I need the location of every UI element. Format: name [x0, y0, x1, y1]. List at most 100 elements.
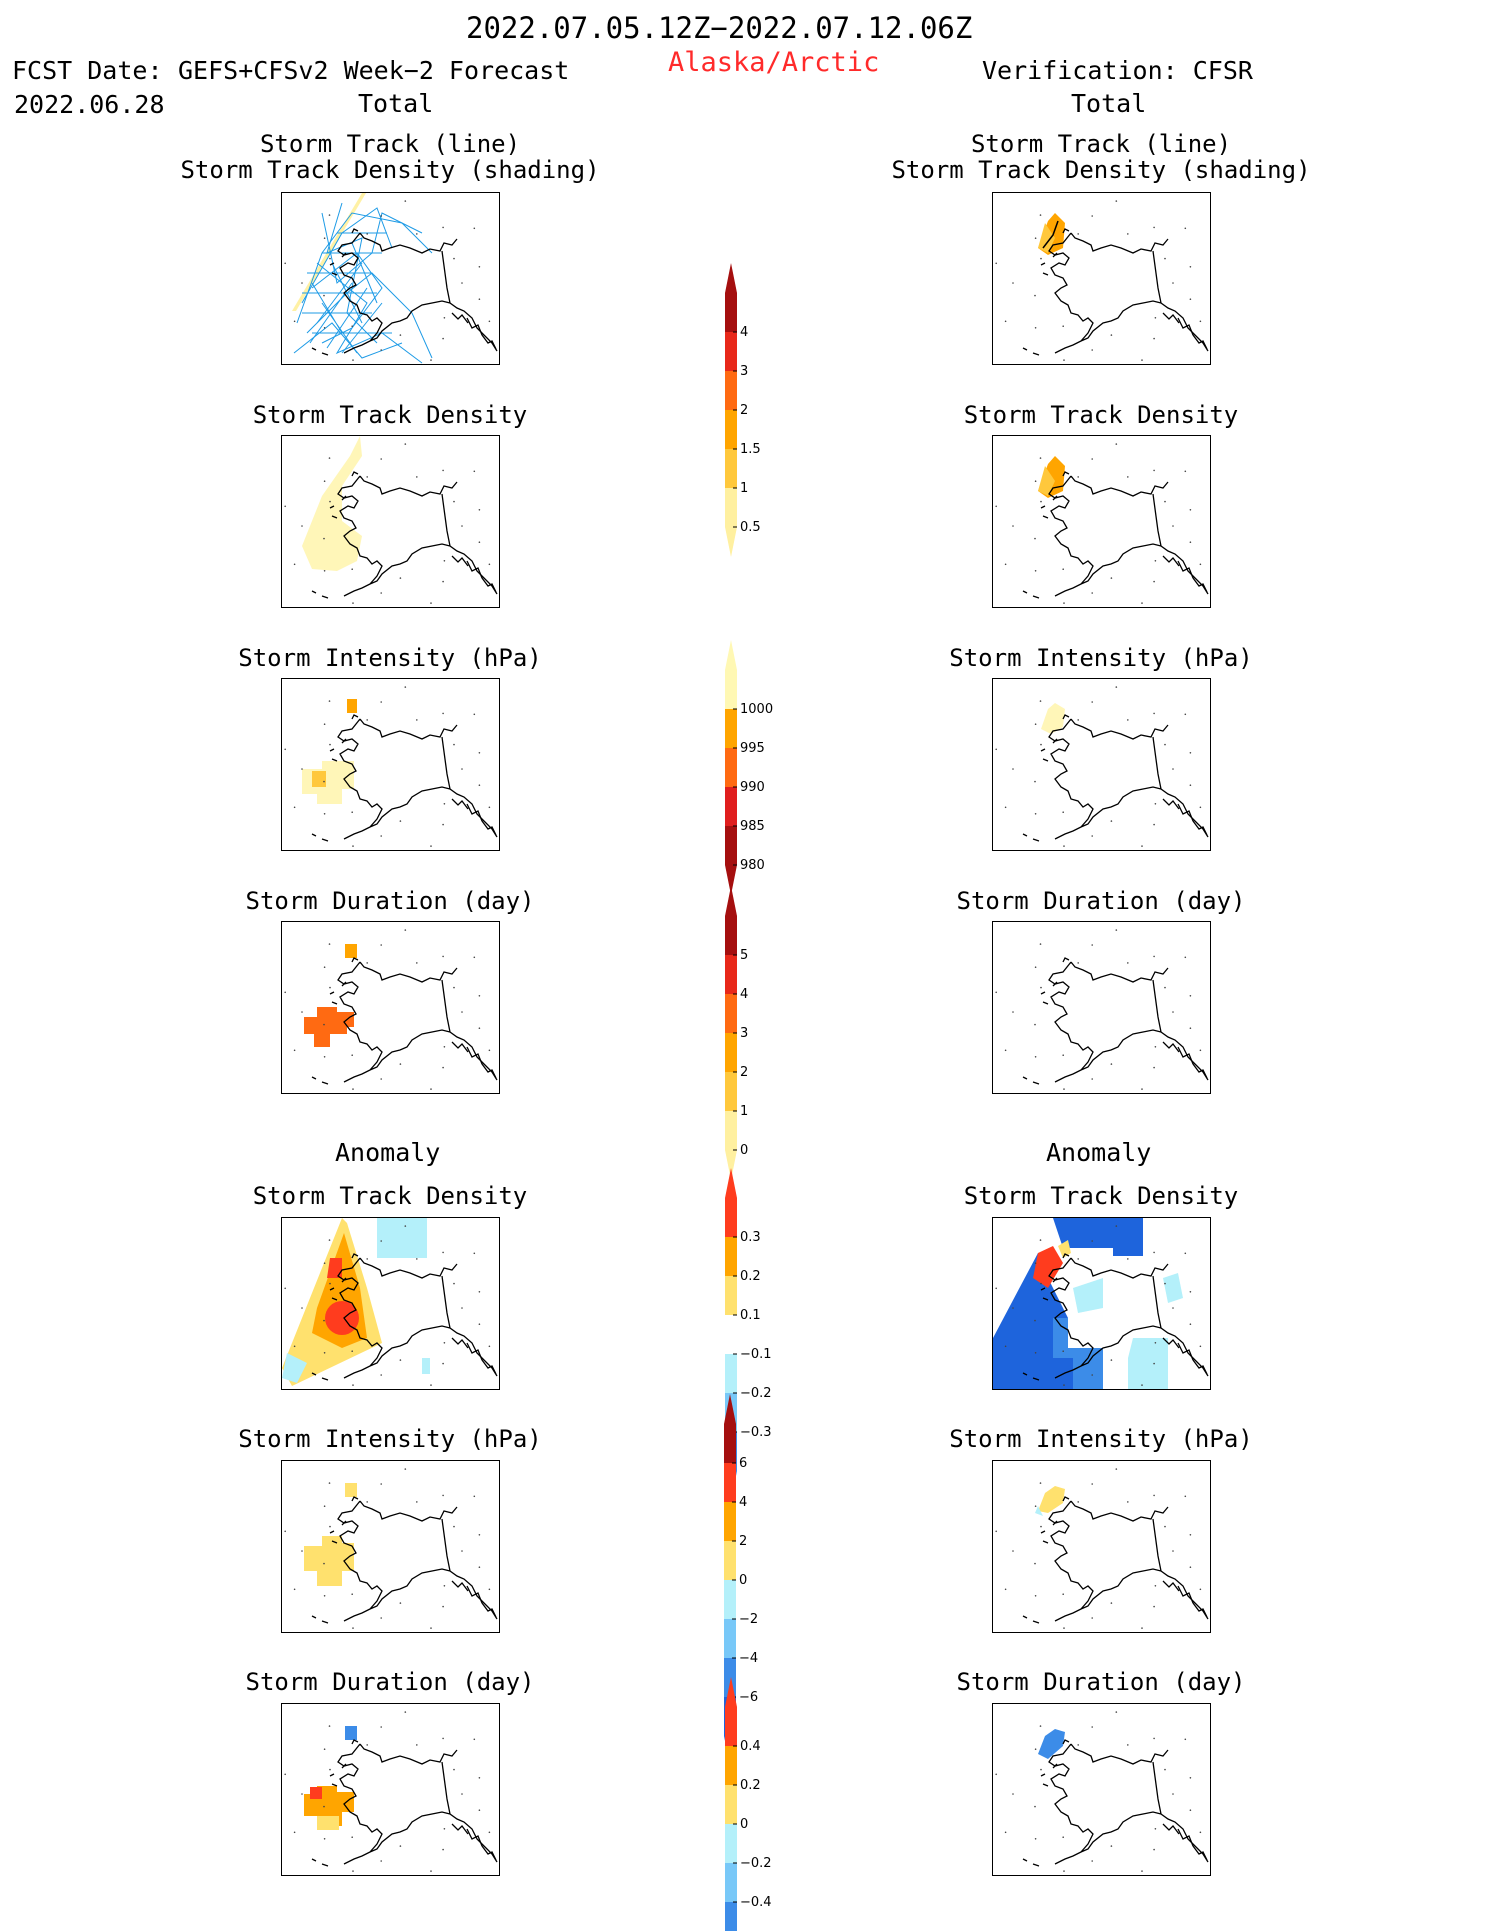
colorbar-tick-label: 0.2 — [740, 1269, 761, 1284]
vf-anom-duration-title: Storm Duration (day) — [956, 1668, 1246, 1696]
colorbar-segment — [725, 670, 737, 709]
colorbar-tick-label: 1000 — [740, 702, 773, 717]
vf-duration-map — [992, 921, 1211, 1094]
colorbar-tick-label: −0.2 — [740, 1386, 772, 1401]
colorbar-bottom-arrow — [725, 527, 737, 557]
region-title: Alaska/Arctic — [668, 47, 880, 78]
colorbar-segment — [725, 1354, 737, 1393]
fc-anom-duration-title: Storm Duration (day) — [245, 1668, 535, 1696]
fc-anom-duration-map — [281, 1703, 500, 1876]
colorbar-tick-label: −2 — [739, 1612, 758, 1627]
fc-duration-map — [281, 921, 500, 1094]
total-duration-colorbar: 5 4 3 2 1 0 — [719, 886, 799, 1180]
colorbar-segment — [725, 748, 737, 787]
fc-anom-density-title: Storm Track Density — [252, 1182, 528, 1210]
fc-density-title: Storm Track Density — [252, 401, 528, 429]
colorbar-segment — [725, 787, 737, 826]
fc-duration-title: Storm Duration (day) — [245, 887, 535, 915]
coastline-outline — [995, 443, 1209, 604]
fc-track-map — [281, 192, 500, 365]
colorbar-segment — [725, 1863, 737, 1902]
colorbar-segment — [725, 293, 737, 332]
colorbar-tick-label: 3 — [740, 364, 748, 379]
coastline-outline — [995, 200, 1209, 361]
fc-anom-intensity-title: Storm Intensity (hPa) — [238, 1425, 542, 1453]
period-title: 2022.07.05.12Z−2022.07.12.06Z — [466, 11, 973, 45]
colorbar-tick-label: 0 — [740, 1817, 748, 1832]
total-density-colorbar: 4 3 2 1.5 1 0.5 — [719, 263, 799, 557]
colorbar-segment — [725, 1902, 737, 1931]
vf-track-title: Storm Track (line) Storm Track Density (s… — [891, 130, 1311, 184]
coastline-outline — [995, 1468, 1209, 1629]
colorbar-tick-label: −0.1 — [740, 1347, 772, 1362]
vf-anom-duration-map — [992, 1703, 1211, 1876]
colorbar-segment — [725, 916, 737, 955]
total-intensity-colorbar: 1000 995 990 985 980 — [719, 640, 799, 895]
colorbar-segment — [725, 709, 737, 748]
vf-intensity-map — [992, 678, 1211, 851]
colorbar-segment — [725, 994, 737, 1033]
coastline-outline — [284, 200, 498, 361]
colorbar-tick-label: −4 — [739, 1651, 758, 1666]
colorbar-bottom-arrow — [725, 1150, 737, 1180]
coastline-outline — [995, 1711, 1209, 1872]
colorbar-tick-label: 0.4 — [740, 1739, 761, 1754]
fcst-date-label: FCST Date: — [12, 56, 163, 85]
colorbar-segment — [725, 332, 737, 371]
colorbar-tick-label: −0.3 — [740, 1425, 772, 1440]
colorbar-segment — [725, 1198, 737, 1237]
colorbar-segment — [724, 1541, 736, 1580]
fcst-date: 2022.06.28 — [14, 90, 165, 119]
fc-track-title: Storm Track (line) Storm Track Density (s… — [180, 130, 600, 184]
fc-anom-intensity-map — [281, 1460, 500, 1633]
colorbar-segment — [724, 1424, 736, 1463]
colorbar-tick-label: 2 — [739, 1534, 747, 1549]
colorbar-top-arrow — [725, 886, 737, 916]
fc-intensity-map — [281, 678, 500, 851]
colorbar-tick-label: −6 — [739, 1690, 758, 1705]
colorbar-tick-label: 0.1 — [740, 1308, 761, 1323]
colorbar-tick-label: −0.2 — [740, 1856, 772, 1871]
colorbar-top-arrow — [725, 1677, 737, 1707]
vf-track-map — [992, 192, 1211, 365]
colorbar-top-arrow — [725, 1168, 737, 1198]
colorbar-bottom-arrow — [725, 865, 737, 895]
colorbar-segment — [725, 1072, 737, 1111]
colorbar-tick-label: 0.5 — [740, 520, 761, 535]
colorbar-tick-label: 1 — [740, 481, 748, 496]
colorbar-segment — [725, 1315, 737, 1354]
coastline-outline — [284, 1225, 498, 1386]
colorbar-top-arrow — [725, 640, 737, 670]
fc-anom-density-map — [281, 1217, 500, 1390]
coastline-outline — [995, 686, 1209, 847]
colorbar-segment — [725, 488, 737, 527]
anomaly-intensity-colorbar: 6 4 2 0 −2 −4 −6 — [690, 1394, 800, 1766]
anomaly-duration-colorbar: 0.4 0.2 0 −0.2 −0.4 — [719, 1677, 799, 1931]
colorbar-segment — [725, 1237, 737, 1276]
colorbar-top-arrow — [725, 263, 737, 293]
storm-track-lines — [293, 202, 433, 364]
coastline-outline — [284, 443, 498, 604]
colorbar-segment — [725, 410, 737, 449]
colorbar-segment — [725, 1276, 737, 1315]
coastline-outline — [284, 1711, 498, 1872]
colorbar-segment — [725, 1746, 737, 1785]
colorbar-segment — [724, 1463, 736, 1502]
colorbar-segment — [725, 1785, 737, 1824]
verification-label: Verification: CFSR — [982, 56, 1253, 85]
colorbar-segment — [725, 1111, 737, 1150]
colorbar-tick-label: 0.2 — [740, 1778, 761, 1793]
colorbar-tick-label: 2 — [740, 1065, 748, 1080]
colorbar-segment — [725, 1824, 737, 1863]
colorbar-tick-label: 995 — [740, 741, 765, 756]
colorbar-tick-label: 5 — [740, 948, 748, 963]
colorbar-segment — [725, 826, 737, 865]
coastline-outline — [995, 1225, 1209, 1386]
fc-intensity-title: Storm Intensity (hPa) — [238, 644, 542, 672]
vf-anom-density-title: Storm Track Density — [963, 1182, 1239, 1210]
colorbar-segment — [724, 1580, 736, 1619]
colorbar-tick-label: 2 — [740, 403, 748, 418]
colorbar-tick-label: 0 — [739, 1573, 747, 1588]
colorbar-tick-label: 4 — [740, 325, 748, 340]
vf-density-map — [992, 435, 1211, 608]
